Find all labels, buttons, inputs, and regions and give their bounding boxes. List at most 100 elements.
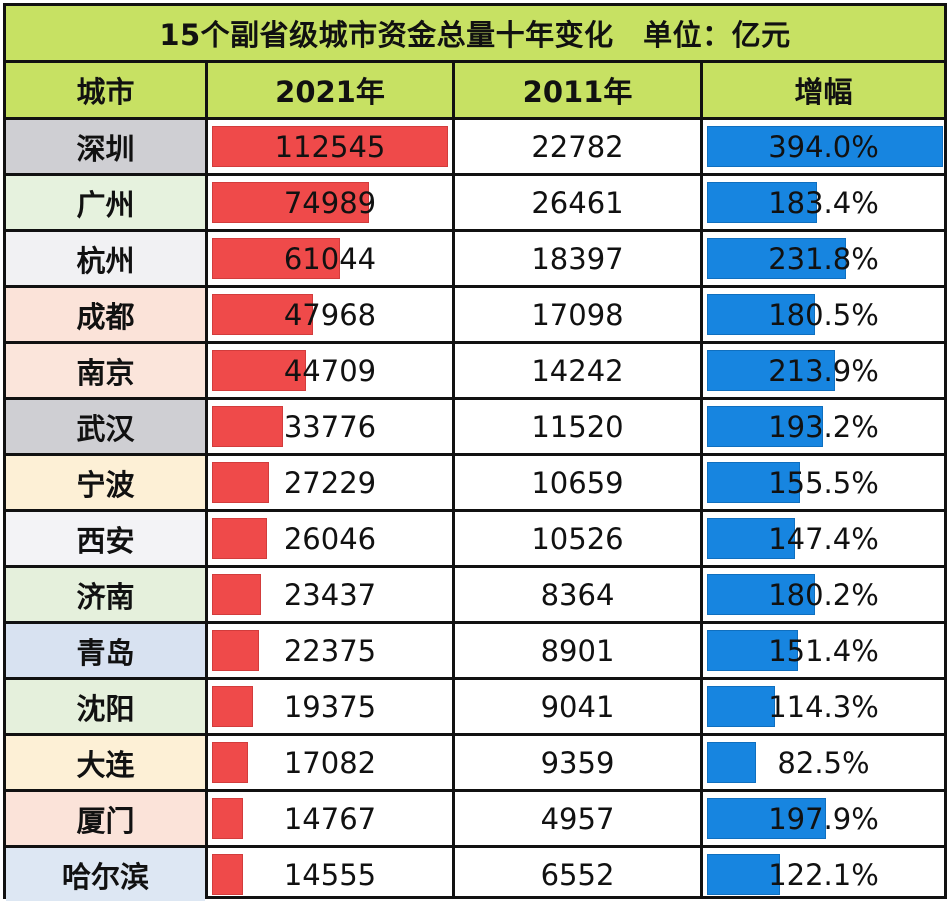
value-2011: 9041 <box>540 689 615 724</box>
growth-value: 197.9% <box>768 801 879 836</box>
data-bar-2021 <box>212 854 243 895</box>
value-2011-cell: 9359 <box>455 736 700 789</box>
city-name: 南京 <box>76 355 135 390</box>
data-bar-growth <box>707 686 775 727</box>
data-bar-growth <box>707 518 795 559</box>
city-name: 西安 <box>76 523 135 558</box>
data-bar-2021 <box>212 406 283 447</box>
value-2021-cell: 17082 <box>208 736 452 789</box>
value-2011: 17098 <box>531 297 624 332</box>
value-2021: 22375 <box>283 633 377 668</box>
data-bar-2021 <box>212 798 243 839</box>
value-2011: 8364 <box>540 577 615 612</box>
column-divider <box>452 63 455 896</box>
value-2011-cell: 14242 <box>455 344 700 397</box>
table-row: 广州 74989 26461 183.4% <box>6 176 944 232</box>
value-2021-cell: 33776 <box>208 400 452 453</box>
data-bar-growth <box>707 406 823 447</box>
growth-value: 82.5% <box>777 745 870 780</box>
value-2021-cell: 112545 <box>208 120 452 173</box>
growth-cell: 114.3% <box>703 680 944 733</box>
value-2021: 14767 <box>283 801 377 836</box>
value-2021: 33776 <box>283 409 377 444</box>
value-2021: 61044 <box>283 241 377 276</box>
data-bar-growth <box>707 294 815 335</box>
growth-cell: 122.1% <box>703 848 944 901</box>
data-bar-growth <box>707 854 780 895</box>
value-2021: 27229 <box>283 465 377 500</box>
city-cell: 大连 <box>6 736 205 789</box>
value-2011: 22782 <box>531 129 624 164</box>
data-bar-2021 <box>212 686 253 727</box>
growth-cell: 183.4% <box>703 176 944 229</box>
data-bar-2021 <box>212 238 340 279</box>
value-2021: 47968 <box>283 297 377 332</box>
city-name: 武汉 <box>76 411 135 446</box>
table-row: 南京 44709 14242 213.9% <box>6 344 944 400</box>
data-bar-growth <box>707 574 815 615</box>
growth-value: 213.9% <box>768 353 879 388</box>
data-bar-growth <box>707 238 846 279</box>
value-2011: 4957 <box>540 801 615 836</box>
data-bar-2021 <box>212 462 269 503</box>
city-name: 哈尔滨 <box>61 859 149 894</box>
city-cell: 广州 <box>6 176 205 229</box>
growth-value: 155.5% <box>768 465 879 500</box>
value-2011-cell: 8364 <box>455 568 700 621</box>
header-2021: 2021年 <box>275 75 385 109</box>
value-2011-cell: 17098 <box>455 288 700 341</box>
value-2011-cell: 22782 <box>455 120 700 173</box>
value-2011-cell: 6552 <box>455 848 700 901</box>
city-cell: 南京 <box>6 344 205 397</box>
data-bar-growth <box>707 182 817 223</box>
value-2021-cell: 44709 <box>208 344 452 397</box>
value-2021: 14555 <box>283 857 377 892</box>
city-cell: 厦门 <box>6 792 205 845</box>
value-2011-cell: 10659 <box>455 456 700 509</box>
value-2011: 26461 <box>531 185 624 220</box>
value-2021: 26046 <box>283 521 377 556</box>
table-row: 哈尔滨 14555 6552 122.1% <box>6 848 944 901</box>
data-bar-growth <box>707 742 756 783</box>
data-bar-2021 <box>212 126 448 167</box>
value-2011-cell: 9041 <box>455 680 700 733</box>
value-2021-cell: 19375 <box>208 680 452 733</box>
growth-cell: 155.5% <box>703 456 944 509</box>
value-2021: 19375 <box>283 689 377 724</box>
city-name: 沈阳 <box>76 691 135 726</box>
table-row: 青岛 22375 8901 151.4% <box>6 624 944 680</box>
growth-cell: 193.2% <box>703 400 944 453</box>
value-2021: 44709 <box>283 353 377 388</box>
value-2021-cell: 27229 <box>208 456 452 509</box>
value-2011: 6552 <box>540 857 615 892</box>
table-body: 深圳 112545 22782 394.0% 广州 74989 26461 183.4% 杭州 6… <box>6 120 944 901</box>
column-divider <box>205 63 208 896</box>
growth-value: 151.4% <box>768 633 879 668</box>
value-2011: 10526 <box>531 521 624 556</box>
data-bar-2021 <box>212 182 369 223</box>
growth-value: 180.5% <box>768 297 879 332</box>
growth-value: 183.4% <box>768 185 879 220</box>
data-bar-2021 <box>212 742 248 783</box>
city-cell: 济南 <box>6 568 205 621</box>
header-row: 城市 2021年 2011年 增幅 <box>6 63 944 120</box>
data-bar-2021 <box>212 350 306 391</box>
city-cell: 西安 <box>6 512 205 565</box>
value-2011: 10659 <box>531 465 624 500</box>
value-2011: 9359 <box>540 745 615 780</box>
city-cell: 武汉 <box>6 400 205 453</box>
column-divider <box>700 63 703 896</box>
value-2011: 11520 <box>531 409 624 444</box>
city-name: 厦门 <box>76 803 135 838</box>
value-2021-cell: 61044 <box>208 232 452 285</box>
value-2011-cell: 11520 <box>455 400 700 453</box>
city-name: 青岛 <box>76 635 135 670</box>
value-2011-cell: 10526 <box>455 512 700 565</box>
growth-value: 114.3% <box>768 689 879 724</box>
table-row: 厦门 14767 4957 197.9% <box>6 792 944 848</box>
growth-cell: 180.5% <box>703 288 944 341</box>
table-row: 成都 47968 17098 180.5% <box>6 288 944 344</box>
data-bar-growth <box>707 462 800 503</box>
value-2021-cell: 47968 <box>208 288 452 341</box>
value-2021: 17082 <box>283 745 377 780</box>
